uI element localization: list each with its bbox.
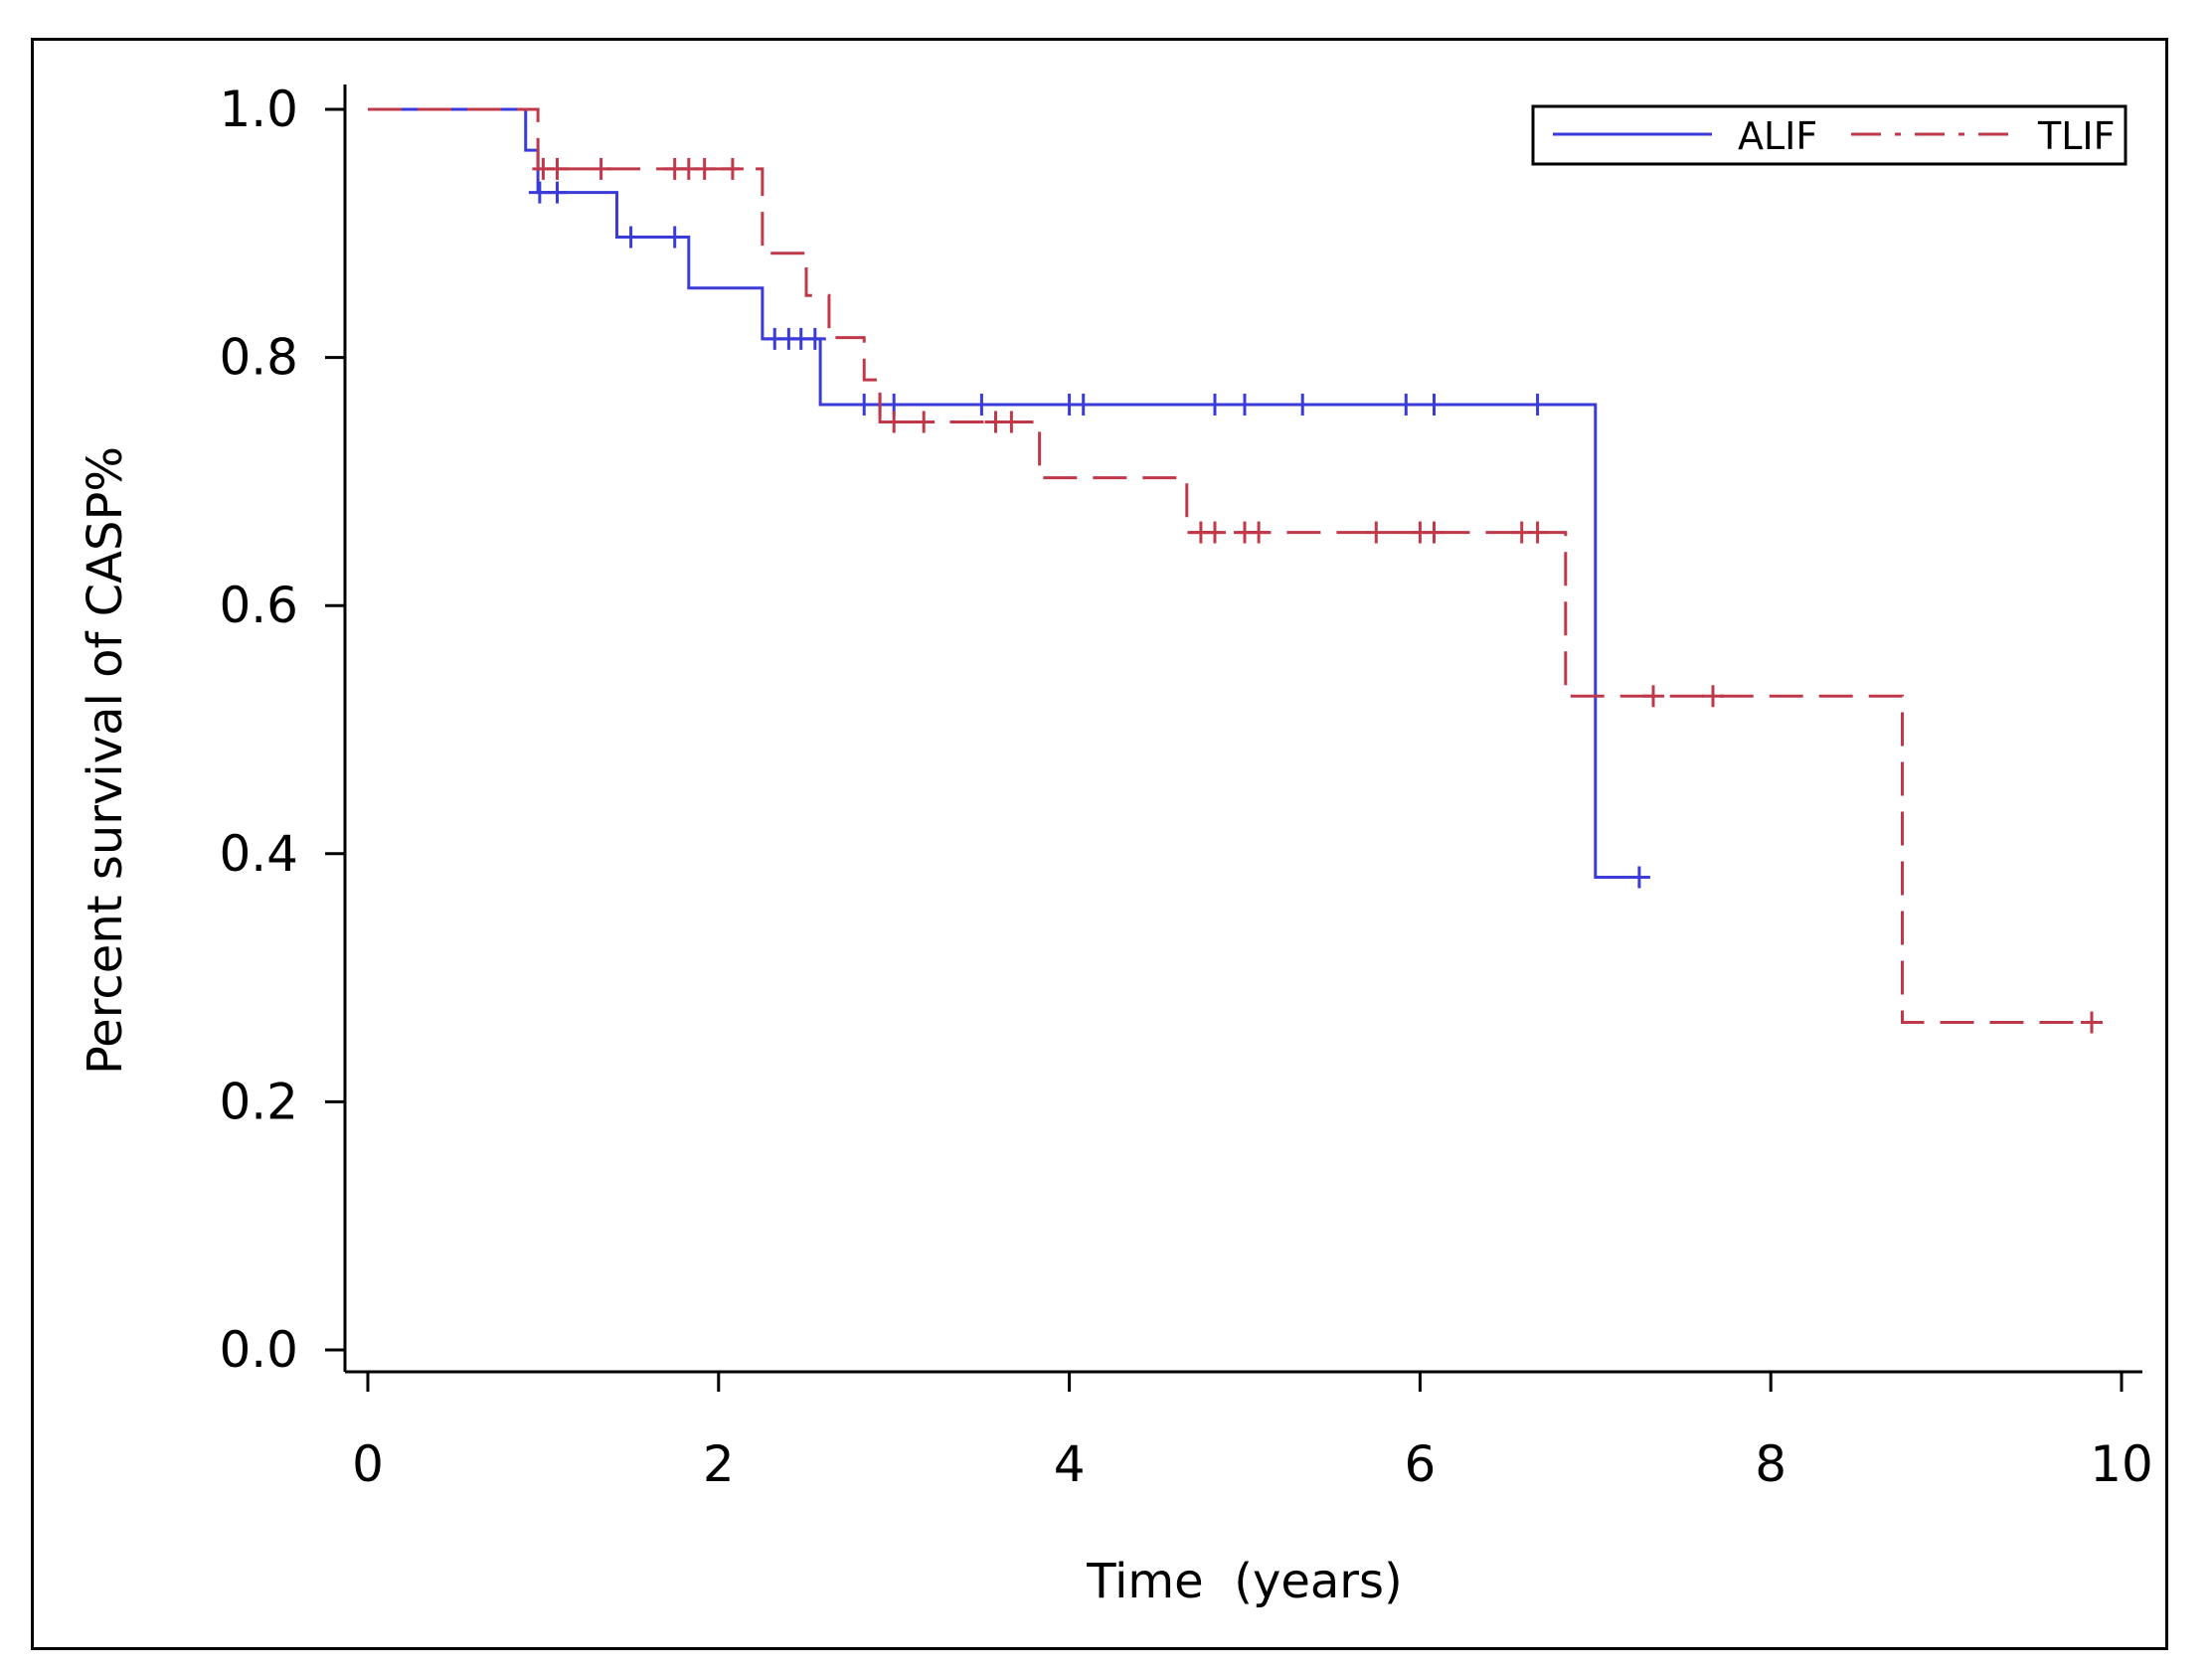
y-tick-label: 1.0: [219, 81, 298, 138]
y-ticks: 0.0 0.2 0.4 0.6 0.8 1.0: [219, 81, 345, 1379]
x-ticks: 0 2 4 6 8 10: [352, 1372, 2153, 1493]
y-tick-label: 0.4: [219, 825, 298, 883]
x-tick-label: 4: [1054, 1435, 1086, 1493]
x-axis-title: Time (years): [1086, 1554, 1403, 1609]
y-axis-title: Percent survival of CASP%: [78, 446, 133, 1075]
x-tick-label: 2: [703, 1435, 735, 1493]
x-tick-label: 6: [1404, 1435, 1436, 1493]
y-tick-label: 0.0: [219, 1321, 298, 1379]
series-layer: [368, 107, 2104, 1034]
series-line-alif: [368, 107, 1643, 880]
x-tick-label: 0: [352, 1435, 384, 1493]
y-tick-label: 0.6: [219, 577, 298, 634]
legend-label-alif: ALIF: [1738, 114, 1817, 158]
figure-frame: [31, 38, 2168, 1650]
y-tick-label: 0.2: [219, 1073, 298, 1130]
y-tick-label: 0.8: [219, 329, 298, 387]
legend: ALIF TLIF: [1531, 104, 2127, 166]
x-tick-label: 10: [2090, 1435, 2153, 1493]
legend-label-tlif: TLIF: [2037, 114, 2115, 158]
x-tick-label: 8: [1755, 1435, 1787, 1493]
series-line-tlif: [368, 107, 2093, 1025]
